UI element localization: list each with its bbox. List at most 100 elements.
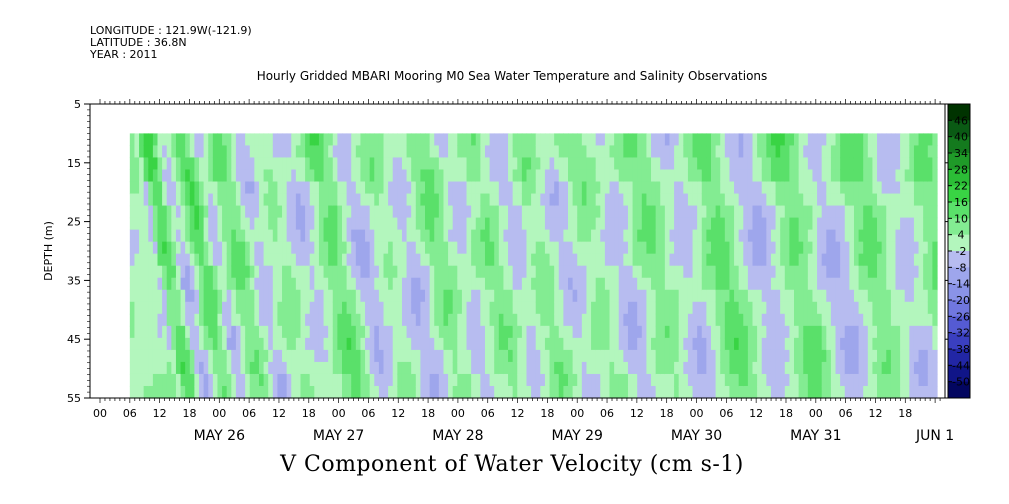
heatmap-cell	[724, 265, 731, 279]
heatmap-cell	[401, 373, 408, 387]
heatmap-cell	[581, 313, 588, 327]
heatmap-cell	[540, 301, 546, 315]
heatmap-cell	[148, 181, 154, 195]
heatmap-cell	[812, 169, 818, 183]
heatmap-cell	[388, 361, 394, 375]
x-hour-label: 00	[212, 407, 226, 420]
heatmap-cell	[752, 181, 758, 195]
heatmap-cell	[471, 217, 477, 231]
heatmap-cell	[706, 313, 712, 327]
heatmap-cell	[660, 205, 666, 219]
heatmap-cell	[383, 241, 389, 255]
heatmap-cell	[780, 349, 786, 363]
heatmap-cell	[789, 169, 795, 183]
heatmap-cell	[309, 133, 315, 147]
heatmap-cell	[342, 193, 348, 207]
heatmap-cell	[789, 301, 795, 315]
heatmap-cell	[710, 265, 717, 279]
heatmap-cell	[817, 133, 823, 147]
heatmap-cell	[517, 313, 523, 327]
heatmap-cell	[687, 301, 694, 315]
heatmap-cell	[572, 217, 578, 231]
heatmap-cell	[291, 265, 297, 279]
heatmap-cell	[291, 193, 297, 207]
heatmap-cell	[743, 169, 749, 183]
heatmap-cell	[378, 301, 385, 315]
heatmap-cell	[378, 157, 385, 171]
heatmap-cell	[475, 145, 481, 159]
heatmap-cell	[927, 337, 933, 351]
heatmap-cell	[701, 313, 707, 327]
heatmap-cell	[821, 265, 827, 279]
heatmap-cell	[752, 373, 758, 387]
heatmap-cell	[397, 265, 403, 279]
heatmap-cell	[245, 337, 251, 351]
heatmap-cell	[194, 205, 200, 219]
heatmap-cell	[346, 169, 352, 183]
heatmap-cell	[909, 313, 915, 327]
heatmap-cell	[784, 289, 790, 303]
heatmap-cell	[697, 301, 703, 315]
heatmap-cell	[877, 301, 883, 315]
heatmap-cell	[342, 361, 348, 375]
heatmap-cell	[540, 313, 546, 327]
heatmap-cell	[830, 325, 837, 339]
heatmap-cell	[830, 373, 837, 387]
heatmap-cell	[900, 289, 906, 303]
heatmap-cell	[245, 289, 251, 303]
heatmap-cell	[604, 169, 611, 183]
heatmap-cell	[623, 385, 629, 399]
heatmap-cell	[826, 145, 832, 159]
heatmap-cell	[798, 205, 804, 219]
heatmap-cell	[747, 133, 754, 147]
heatmap-cell	[222, 289, 228, 303]
heatmap-cell	[208, 241, 214, 255]
heatmap-cell	[904, 205, 910, 219]
heatmap-cell	[494, 325, 500, 339]
heatmap-cell	[909, 277, 915, 291]
heatmap-cell	[222, 205, 228, 219]
heatmap-cell	[434, 349, 440, 363]
heatmap-cell	[342, 157, 348, 171]
heatmap-cell	[687, 169, 694, 183]
heatmap-cell	[203, 145, 209, 159]
heatmap-cell	[835, 181, 841, 195]
heatmap-cell	[461, 181, 468, 195]
heatmap-cell	[277, 301, 283, 315]
heatmap-cell	[185, 325, 191, 339]
heatmap-cell	[881, 301, 887, 315]
heatmap-cell	[466, 181, 472, 195]
heatmap-cell	[443, 313, 449, 327]
heatmap-cell	[471, 289, 477, 303]
heatmap-cell	[425, 301, 431, 315]
heatmap-cell	[669, 289, 675, 303]
heatmap-cell	[646, 313, 652, 327]
heatmap-cell	[710, 133, 717, 147]
heatmap-cell	[323, 301, 329, 315]
heatmap-cell	[609, 205, 615, 219]
heatmap-cell	[835, 277, 841, 291]
heatmap-cell	[821, 325, 827, 339]
heatmap-cell	[720, 385, 726, 399]
heatmap-cell	[521, 217, 528, 231]
heatmap-cell	[300, 385, 306, 399]
heatmap-cell	[314, 337, 320, 351]
heatmap-cell	[706, 361, 712, 375]
heatmap-cell	[457, 361, 463, 375]
heatmap-cell	[351, 205, 357, 219]
heatmap-cell	[240, 157, 246, 171]
heatmap-cell	[752, 133, 758, 147]
heatmap-cell	[406, 145, 412, 159]
heatmap-cell	[581, 361, 588, 375]
heatmap-cell	[678, 385, 684, 399]
heatmap-cell	[258, 385, 265, 399]
heatmap-cell	[812, 133, 818, 147]
heatmap-cell	[374, 277, 380, 291]
heatmap-cell	[268, 385, 274, 399]
heatmap-cell	[383, 169, 389, 183]
heatmap-cell	[272, 241, 279, 255]
heatmap-cell	[272, 253, 279, 267]
heatmap-cell	[701, 157, 707, 171]
colorbar-swatch	[948, 153, 970, 170]
heatmap-cell	[489, 253, 495, 267]
